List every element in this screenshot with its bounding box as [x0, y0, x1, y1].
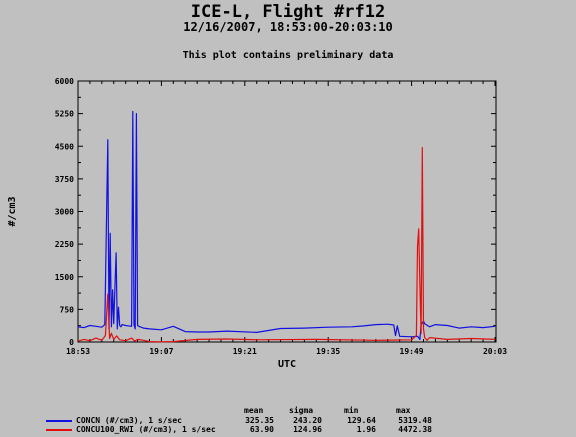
y-tick-label: 1500 — [55, 273, 74, 282]
legend-swatch — [46, 420, 72, 422]
preliminary-note: This plot contains preliminary data — [182, 50, 394, 61]
y-tick-label: 3000 — [55, 208, 74, 217]
legend-mean: 325.35 — [245, 416, 274, 425]
legend-min: 1.96 — [356, 425, 376, 434]
x-axis-label: UTC — [278, 359, 296, 370]
x-tick-label: 18:53 — [66, 347, 90, 356]
legend-label: CONCU100_RWI (#/cm3), 1 s/sec — [76, 425, 216, 434]
legend-swatch — [46, 429, 72, 431]
y-tick-label: 2250 — [55, 240, 74, 249]
plot-subtitle: 12/16/2007, 18:53:00-20:03:10 — [183, 20, 393, 34]
legend-label: CONCN (#/cm3), 1 s/sec — [76, 416, 182, 425]
x-tick-label: 20:03 — [483, 347, 507, 356]
plot-frame — [77, 80, 497, 343]
y-tick-label: 0 — [69, 338, 74, 347]
legend-header-mean: mean — [244, 406, 264, 415]
x-tick-label: 19:21 — [233, 347, 257, 356]
legend-header-sigma: sigma — [289, 406, 314, 415]
y-tick-label: 3750 — [55, 175, 74, 184]
legend-max: 5319.48 — [398, 416, 432, 425]
series-line-concu100 — [77, 147, 496, 343]
plot-title: ICE-L, Flight #rf12 — [190, 2, 386, 22]
series-line-concn — [77, 110, 496, 340]
legend-max: 4472.38 — [398, 425, 432, 434]
y-axis-label: #/cm3 — [7, 196, 18, 226]
legend-header-min: min — [344, 406, 359, 415]
x-tick-label: 19:35 — [316, 347, 340, 356]
x-tick-label: 19:49 — [400, 347, 424, 356]
legend-header-max: max — [396, 406, 411, 415]
y-tick-label: 750 — [60, 305, 75, 314]
legend-min: 129.64 — [347, 416, 376, 425]
y-tick-label: 6000 — [55, 77, 74, 86]
legend-sigma: 243.20 — [293, 416, 322, 425]
legend-row: CONCU100_RWI (#/cm3), 1 s/sec 63.90 124.… — [46, 425, 466, 435]
legend-mean: 63.90 — [249, 425, 274, 434]
y-tick-label: 5250 — [55, 110, 74, 119]
legend-sigma: 124.96 — [293, 425, 322, 434]
legend-row: CONCN (#/cm3), 1 s/sec 325.35 243.20 129… — [46, 416, 466, 426]
x-tick-label: 19:07 — [149, 347, 173, 356]
y-tick-label: 4500 — [55, 142, 74, 151]
